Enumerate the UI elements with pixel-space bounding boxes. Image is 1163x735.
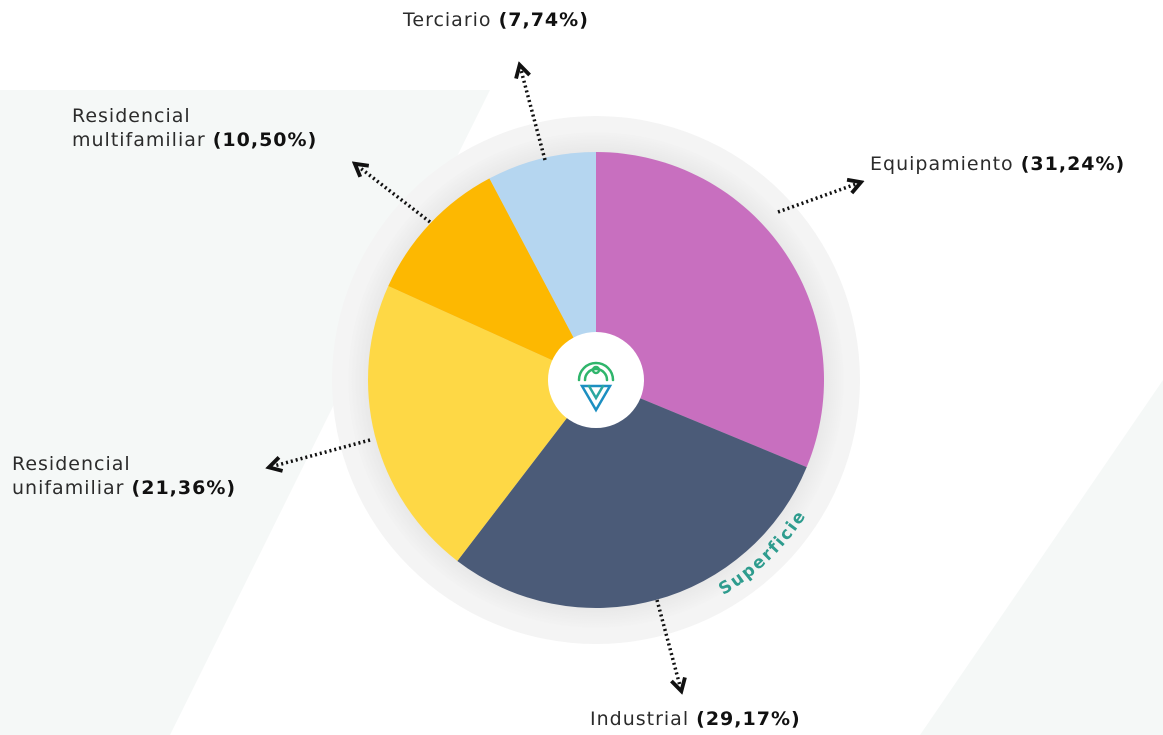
value-label: (10,50%) (212, 129, 318, 151)
pie-slice (388, 178, 596, 380)
pie-slice (596, 152, 824, 468)
slice-label: Residencial unifamiliar (21,36%) (12, 452, 236, 500)
category-label: Terciario (403, 9, 492, 31)
pie-slice (368, 286, 596, 561)
leader-arrow (521, 70, 547, 161)
slice-label: Industrial (29,17%) (590, 707, 801, 731)
value-label: (31,24%) (1020, 153, 1126, 175)
category-label: Residencial multifamiliar (72, 105, 206, 151)
value-label: (21,36%) (131, 477, 237, 499)
leaders (274, 70, 856, 686)
value-label: (7,74%) (498, 9, 589, 31)
value-label: (29,17%) (696, 708, 801, 730)
center-badge (548, 332, 644, 428)
leader-arrow (274, 438, 371, 466)
category-label: Industrial (590, 708, 690, 730)
leader-arrow (777, 184, 856, 214)
pie-slice (489, 152, 596, 380)
slice-label: Residencial multifamiliar (10,50%) (72, 104, 317, 152)
pie (368, 152, 824, 608)
pie-slice (457, 380, 807, 608)
category-label: Equipamiento (870, 153, 1014, 175)
logo (577, 361, 615, 413)
category-label: Residencial unifamiliar (12, 453, 131, 499)
slice-label: Equipamiento (31,24%) (870, 152, 1125, 176)
slice-label: Terciario (7,74%) (403, 8, 589, 32)
